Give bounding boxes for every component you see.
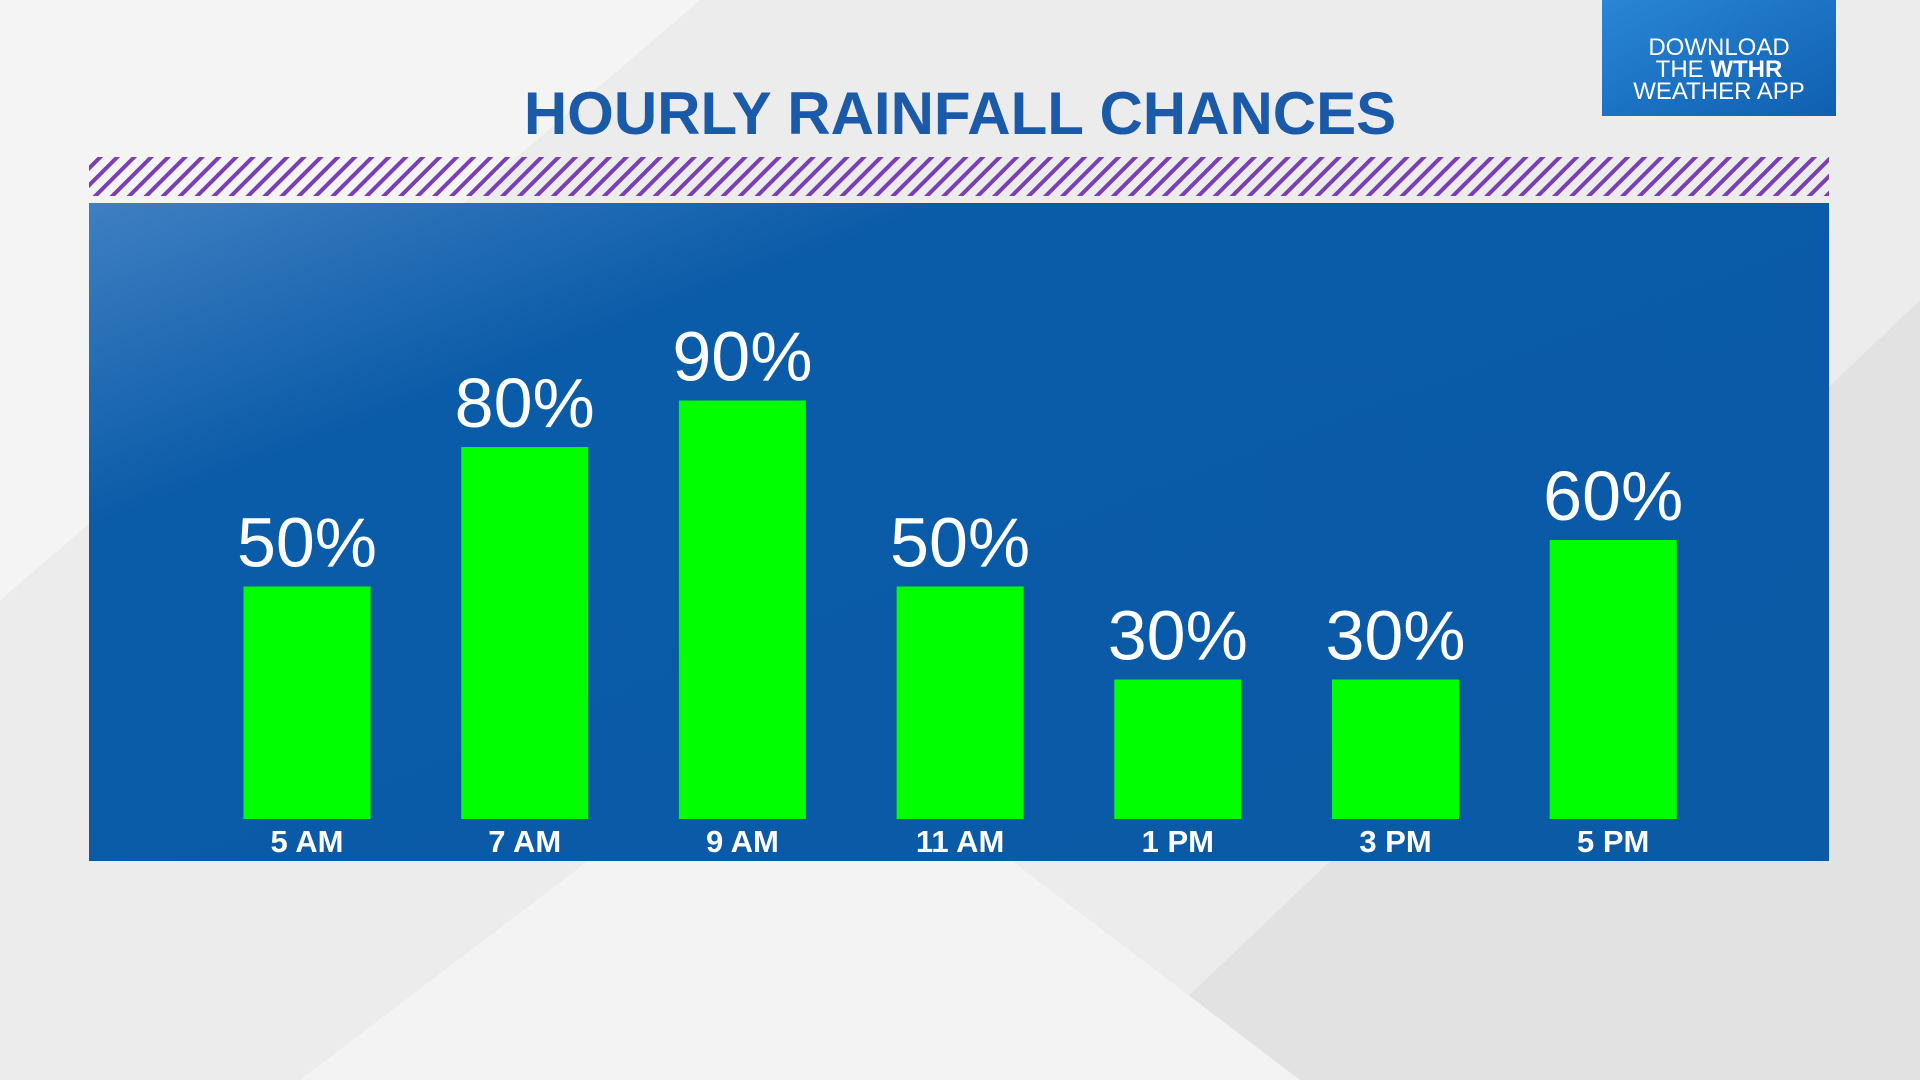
bar	[1114, 679, 1242, 819]
value-label: 50%	[890, 504, 1030, 582]
hatched-band	[89, 157, 1829, 196]
bar	[1549, 540, 1677, 819]
badge-text: THE	[1656, 56, 1704, 83]
x-tick-label: 1 PM	[1142, 824, 1214, 859]
bar	[461, 447, 589, 819]
value-label: 30%	[1325, 597, 1465, 675]
bar	[896, 586, 1024, 819]
bar	[243, 586, 371, 819]
chart-title: HOURLY RAINFALL CHANCES	[524, 80, 1396, 147]
value-label: 30%	[1108, 597, 1248, 675]
x-tick-label: 5 AM	[271, 824, 344, 859]
badge-text: WTHR	[1710, 56, 1782, 83]
x-tick-label: 9 AM	[706, 824, 779, 859]
badge-text: WEATHER APP	[1633, 78, 1805, 105]
value-label: 60%	[1543, 457, 1683, 535]
value-label: 50%	[237, 504, 377, 582]
x-tick-label: 11 AM	[916, 824, 1004, 859]
background-shape	[300, 700, 1300, 1080]
x-tick-label: 5 PM	[1577, 824, 1649, 859]
bar	[1332, 679, 1459, 819]
bar	[678, 400, 806, 819]
app-badge	[1602, 0, 1836, 116]
badge-text: DOWNLOAD	[1648, 34, 1789, 61]
value-label: 90%	[672, 318, 812, 396]
x-tick-label: 7 AM	[488, 824, 561, 859]
value-label: 80%	[455, 364, 595, 442]
badge-text: THE WTHR	[1656, 56, 1783, 83]
x-tick-label: 3 PM	[1359, 824, 1431, 859]
